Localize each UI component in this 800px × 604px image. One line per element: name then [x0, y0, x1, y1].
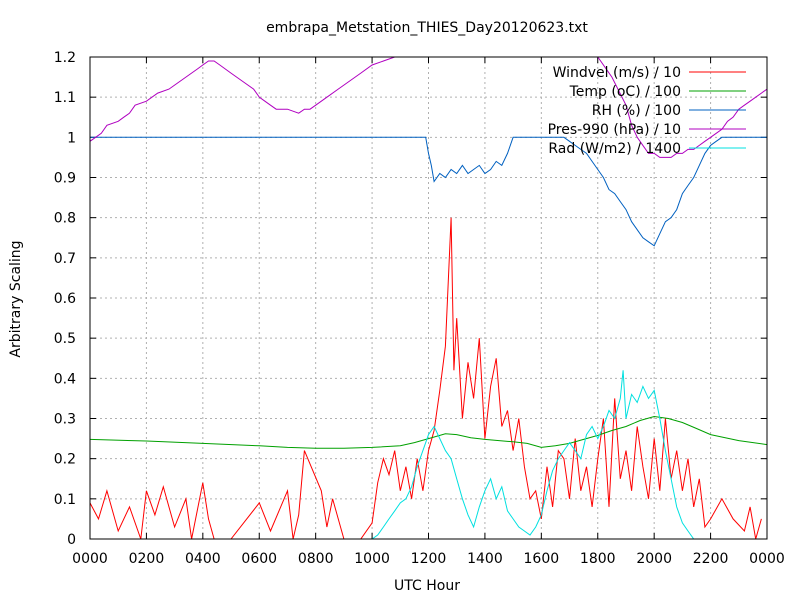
series-line-1: [90, 217, 762, 539]
x-tick-label: 0800: [298, 551, 334, 567]
legend: Windvel (m/s) / 10 Temp (oC) / 100 RH (%) …: [548, 65, 746, 157]
series-line-5: [90, 370, 767, 539]
y-tick-label: 0.3: [54, 412, 76, 428]
series-line-4: [90, 57, 767, 158]
plot-frame: [89, 56, 768, 540]
x-tick-label: 0000: [749, 551, 785, 567]
y-tick-label: 0: [67, 532, 76, 548]
x-tick-label: 0400: [185, 551, 221, 567]
x-tick-label: 2000: [636, 551, 672, 567]
y-tick-label: 1.1: [54, 90, 76, 106]
y-tick-label: 0.6: [54, 291, 76, 307]
series-line-3: [90, 136, 767, 247]
x-tick-label: 2200: [693, 551, 729, 567]
legend-label-2: Temp (oC) / 100: [569, 84, 681, 100]
series-line-2: [90, 415, 767, 449]
y-tick-label: 0.8: [54, 211, 76, 227]
y-axis-label: Arbitrary Scaling: [8, 240, 24, 357]
legend-label-1: Windvel (m/s) / 10: [553, 65, 681, 81]
y-tick-label: 0.1: [54, 492, 76, 508]
y-tick-label: 0.2: [54, 452, 76, 468]
x-tick-label: 0600: [241, 551, 277, 567]
tick-layer: 0000 0200 0400 0600 0800 1000 1200 1400 1600 1800…: [54, 50, 785, 567]
x-tick-label: 1600: [524, 551, 560, 567]
chart-title: embrapa_Metstation_THIES_Day20120623.txt: [266, 20, 588, 36]
x-tick-label: 1000: [354, 551, 390, 567]
x-axis-label: UTC Hour: [394, 578, 460, 594]
x-tick-label: 0000: [72, 551, 108, 567]
x-tick-label: 0200: [129, 551, 165, 567]
y-tick-label: 1.2: [54, 50, 76, 66]
series-layer: [90, 57, 767, 539]
y-tick-label: 1: [67, 130, 76, 146]
legend-label-3: RH (%) / 100: [592, 103, 681, 119]
y-tick-label: 0.9: [54, 171, 76, 187]
x-tick-label: 1800: [580, 551, 616, 567]
legend-label-4: Pres-990 (hPa) / 10: [548, 122, 681, 138]
x-tick-label: 1200: [411, 551, 447, 567]
y-tick-label: 0.5: [54, 331, 76, 347]
y-tick-label: 0.4: [54, 371, 76, 387]
y-tick-label: 0.7: [54, 251, 76, 267]
x-tick-label: 1400: [467, 551, 503, 567]
legend-label-5: Rad (W/m2) / 1400: [548, 141, 681, 157]
